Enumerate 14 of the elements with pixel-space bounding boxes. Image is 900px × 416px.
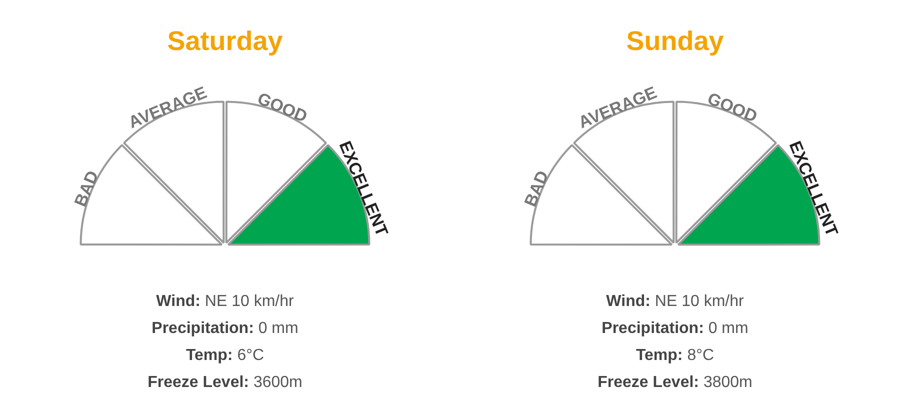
slice-label: GOOD — [704, 88, 760, 126]
text: Temp: 6°C — [184, 346, 266, 366]
chart-title: Sunday — [625, 26, 725, 57]
text: Precipitation: 0 mm — [600, 319, 750, 339]
text: Temp: 8°C — [634, 346, 716, 366]
text: Freeze Level: 3800m — [596, 373, 754, 393]
text: Freeze Level: 3600m — [146, 373, 304, 393]
chart-title: Saturday — [166, 26, 284, 57]
text: Precipitation: 0 mm — [150, 319, 300, 339]
slice-label: BAD — [520, 168, 552, 210]
slice-label: BAD — [70, 168, 102, 210]
slice-label: GOOD — [254, 88, 310, 126]
text: Wind: NE 10 km/hr — [155, 292, 295, 312]
text: Wind: NE 10 km/hr — [605, 292, 745, 312]
